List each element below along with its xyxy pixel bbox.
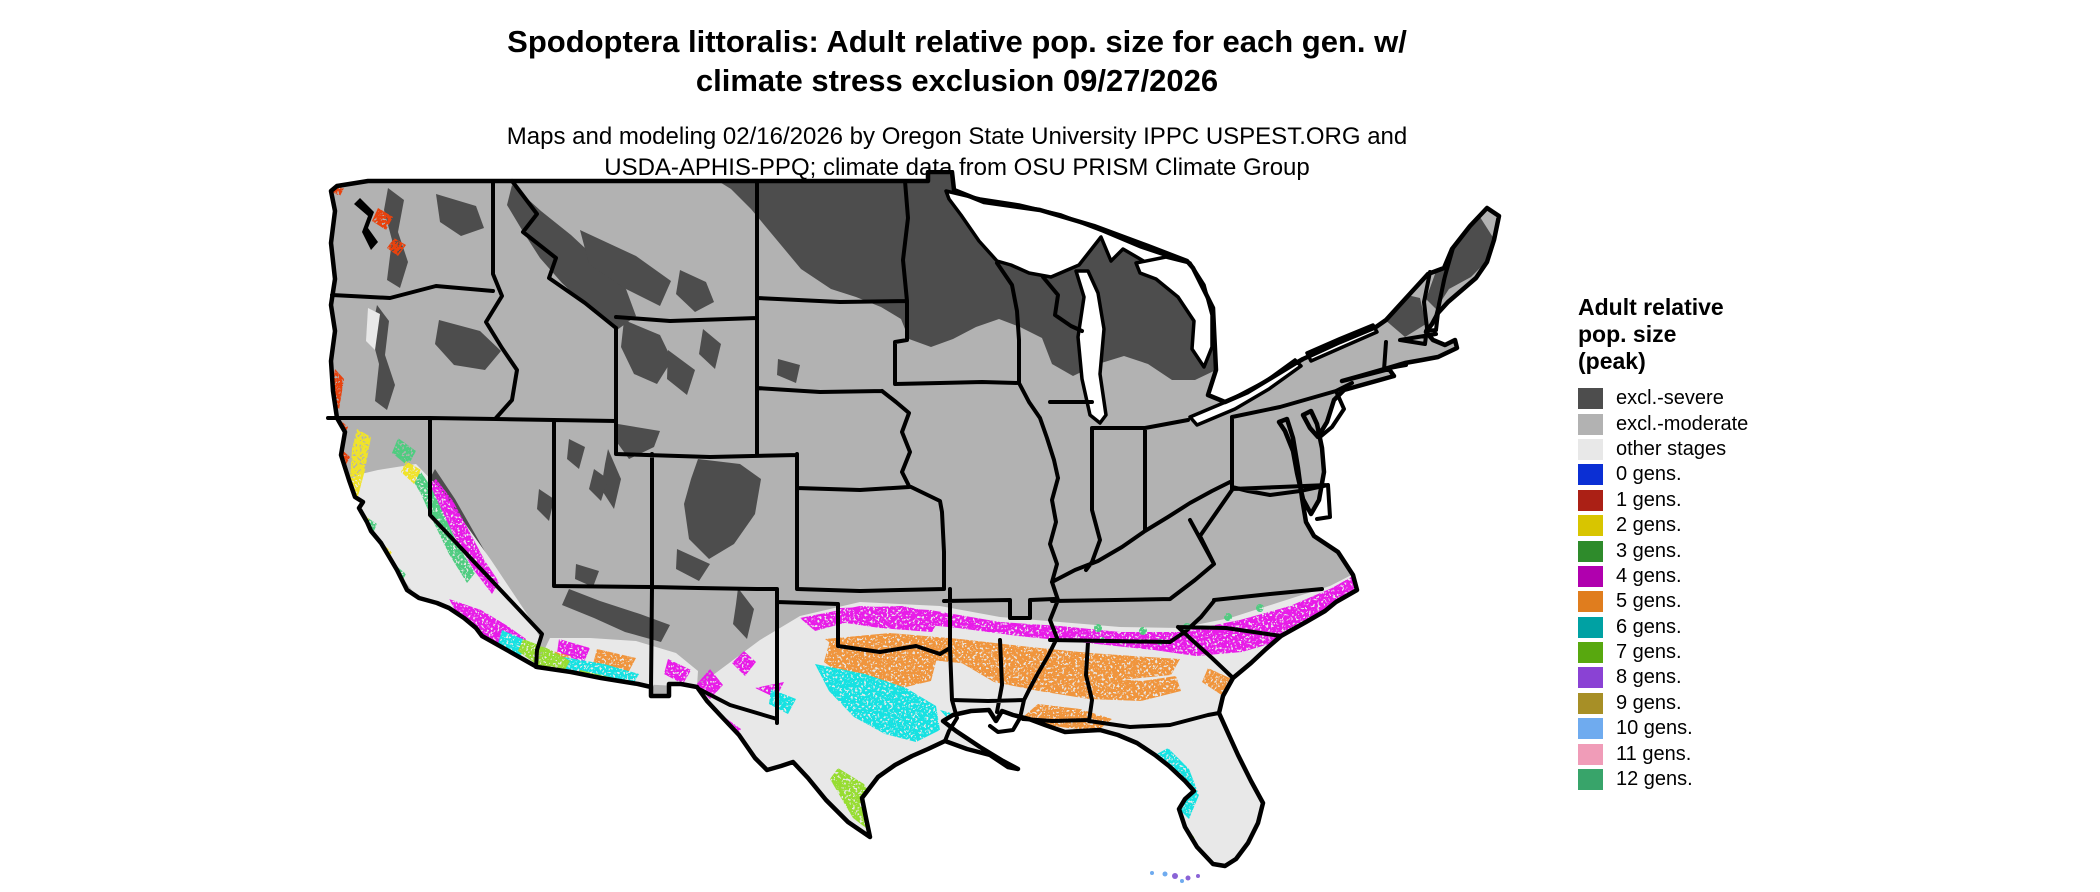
legend-label: 11 gens. [1616, 742, 1692, 765]
legend-label: 8 gens. [1616, 666, 1682, 689]
legend-swatch [1578, 642, 1603, 664]
legend-label: 6 gens. [1616, 615, 1682, 638]
legend-swatch [1578, 464, 1603, 486]
legend-item: 10 gens. [1578, 716, 1878, 741]
legend-item: other stages [1578, 437, 1878, 462]
legend-item: 11 gens. [1578, 741, 1878, 766]
legend-title: Adult relative pop. size (peak) [1578, 294, 1878, 375]
legend-title-line-2: pop. size [1578, 321, 1677, 347]
legend-item: 2 gens. [1578, 513, 1878, 538]
map-legend: Adult relative pop. size (peak) excl.-se… [1578, 294, 1878, 792]
chart-subtitle: Maps and modeling 02/16/2026 by Oregon S… [0, 121, 1914, 183]
legend-label: 1 gens. [1616, 488, 1682, 511]
legend-item: 8 gens. [1578, 665, 1878, 690]
legend-title-line-3: (peak) [1578, 348, 1646, 374]
legend-label: 10 gens. [1616, 717, 1693, 740]
legend-label: 4 gens. [1616, 564, 1682, 587]
legend-label: other stages [1616, 437, 1727, 460]
legend-label: 9 gens. [1616, 691, 1682, 714]
legend-swatch [1578, 489, 1603, 511]
legend-item: excl.-moderate [1578, 411, 1878, 436]
legend-item: 3 gens. [1578, 538, 1878, 563]
legend-swatch [1578, 565, 1603, 587]
legend-swatch [1578, 540, 1603, 562]
legend-swatch [1578, 616, 1603, 638]
legend-swatch [1578, 667, 1603, 689]
puget-sound [354, 198, 378, 250]
legend-label: 2 gens. [1616, 514, 1682, 537]
legend-item: 4 gens. [1578, 564, 1878, 589]
legend-item: 5 gens. [1578, 589, 1878, 614]
page-title-line-1: Spodoptera littoralis: Adult relative po… [507, 24, 1407, 59]
legend-label: 3 gens. [1616, 539, 1682, 562]
legend-swatch [1578, 718, 1603, 740]
legend-item: 12 gens. [1578, 767, 1878, 792]
legend-item: 9 gens. [1578, 691, 1878, 716]
legend-item: 7 gens. [1578, 640, 1878, 665]
legend-swatch [1578, 692, 1603, 714]
subtitle-line-1: Maps and modeling 02/16/2026 by Oregon S… [506, 123, 1408, 150]
legend-label: 7 gens. [1616, 641, 1682, 664]
legend-title-line-1: Adult relative [1578, 294, 1724, 320]
legend-swatch [1578, 515, 1603, 537]
us-coast-outline [328, 170, 1502, 869]
legend-swatch [1578, 388, 1603, 410]
legend-item: 1 gens. [1578, 488, 1878, 513]
legend-items: excl.-severe excl.-moderate other stages 0 … [1578, 386, 1878, 792]
subtitle-line-2: USDA-APHIS-PPQ; climate data from OSU PR… [604, 154, 1310, 181]
legend-swatch [1578, 591, 1603, 613]
page-title-line-2: climate stress exclusion 09/27/2026 [695, 63, 1219, 98]
legend-label: 12 gens. [1616, 768, 1693, 791]
chart-header: Spodoptera littoralis: Adult relative po… [0, 22, 1914, 183]
legend-label: 0 gens. [1616, 463, 1682, 486]
legend-item: 6 gens. [1578, 615, 1878, 640]
legend-swatch [1578, 413, 1603, 435]
state-borders [326, 179, 1455, 743]
legend-label: 5 gens. [1616, 590, 1682, 613]
legend-label: excl.-moderate [1616, 412, 1749, 435]
florida-keys-specks [1150, 871, 1200, 883]
us-choropleth-map [240, 170, 1560, 890]
legend-swatch [1578, 438, 1603, 460]
legend-swatch [1578, 769, 1603, 791]
legend-item: 0 gens. [1578, 462, 1878, 487]
legend-swatch [1578, 743, 1603, 765]
legend-label: excl.-severe [1616, 387, 1724, 410]
legend-item: excl.-severe [1578, 386, 1878, 411]
us-map-svg [326, 170, 1502, 883]
